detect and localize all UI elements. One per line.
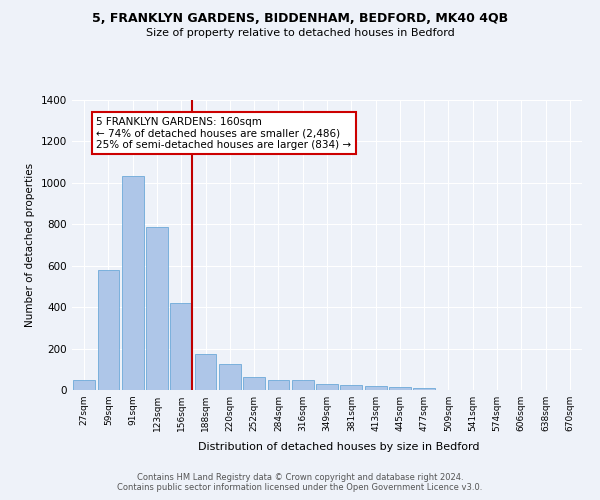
Y-axis label: Number of detached properties: Number of detached properties — [25, 163, 35, 327]
Bar — [316, 384, 338, 390]
Bar — [170, 302, 192, 390]
Bar — [365, 386, 386, 390]
Bar — [243, 377, 265, 390]
Text: Size of property relative to detached houses in Bedford: Size of property relative to detached ho… — [146, 28, 454, 38]
Bar — [340, 385, 362, 390]
Bar — [97, 270, 119, 390]
Bar — [268, 380, 289, 390]
Bar — [219, 364, 241, 390]
Bar — [389, 388, 411, 390]
Bar — [122, 176, 143, 390]
Bar — [194, 354, 217, 390]
Bar — [146, 227, 168, 390]
Text: 5, FRANKLYN GARDENS, BIDDENHAM, BEDFORD, MK40 4QB: 5, FRANKLYN GARDENS, BIDDENHAM, BEDFORD,… — [92, 12, 508, 26]
Text: 5 FRANKLYN GARDENS: 160sqm
← 74% of detached houses are smaller (2,486)
25% of s: 5 FRANKLYN GARDENS: 160sqm ← 74% of deta… — [96, 116, 352, 150]
Text: Contains HM Land Registry data © Crown copyright and database right 2024.
Contai: Contains HM Land Registry data © Crown c… — [118, 472, 482, 492]
Bar — [292, 380, 314, 390]
Bar — [73, 380, 95, 390]
Bar — [413, 388, 435, 390]
Text: Distribution of detached houses by size in Bedford: Distribution of detached houses by size … — [198, 442, 480, 452]
